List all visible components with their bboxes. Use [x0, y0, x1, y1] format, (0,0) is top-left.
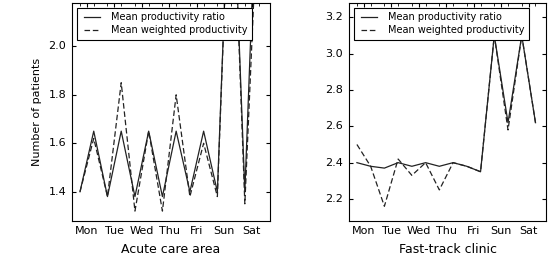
- Y-axis label: Number of patients: Number of patients: [31, 58, 41, 166]
- X-axis label: Acute care area: Acute care area: [121, 243, 220, 256]
- Legend: Mean productivity ratio, Mean weighted productivity: Mean productivity ratio, Mean weighted p…: [77, 8, 252, 40]
- Legend: Mean productivity ratio, Mean weighted productivity: Mean productivity ratio, Mean weighted p…: [353, 8, 529, 40]
- X-axis label: Fast-track clinic: Fast-track clinic: [399, 243, 497, 256]
